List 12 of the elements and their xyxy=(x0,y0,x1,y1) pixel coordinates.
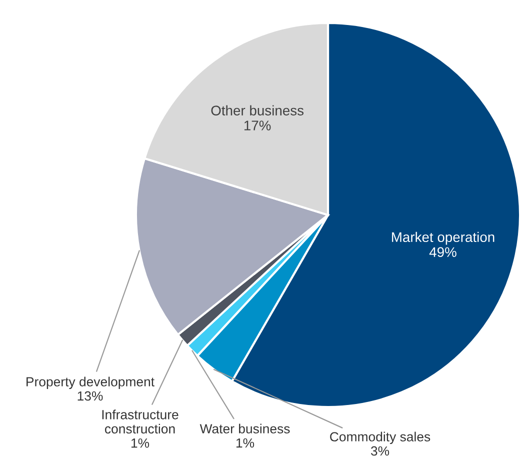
slice-label: Infrastructure construction xyxy=(102,410,178,434)
data-label: 17% xyxy=(244,120,271,130)
data-label: 49% xyxy=(429,247,456,258)
slice-label: Water business xyxy=(200,424,290,434)
data-label: 13% xyxy=(78,391,103,401)
data-label: 1% xyxy=(236,438,254,448)
slice-label: Other business xyxy=(211,105,304,116)
data-label: 3% xyxy=(370,446,390,456)
slice-label: Property development xyxy=(26,376,154,390)
data-label: 1% xyxy=(131,438,150,448)
slice-label: Market operation xyxy=(392,232,494,245)
slice-label: Commodity sales xyxy=(330,432,430,444)
